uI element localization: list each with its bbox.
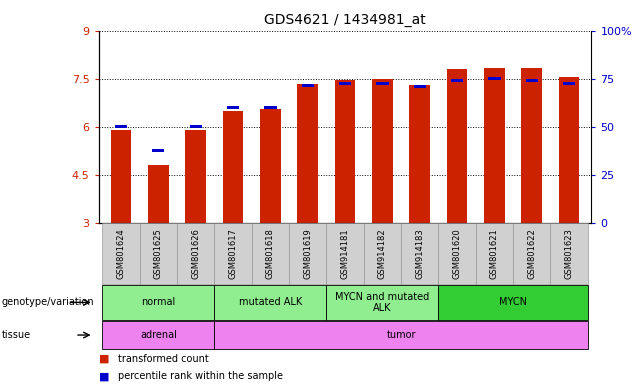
Text: GSM801622: GSM801622 bbox=[527, 228, 536, 279]
Bar bbox=[339, 82, 351, 85]
Bar bbox=[214, 223, 252, 284]
Bar bbox=[550, 223, 588, 284]
Bar bbox=[335, 80, 356, 223]
Text: ■: ■ bbox=[99, 354, 109, 364]
Bar bbox=[223, 111, 244, 223]
Text: MYCN: MYCN bbox=[499, 297, 527, 308]
Text: transformed count: transformed count bbox=[118, 354, 209, 364]
Text: MYCN and mutated
ALK: MYCN and mutated ALK bbox=[335, 291, 429, 313]
Text: GSM801621: GSM801621 bbox=[490, 228, 499, 279]
Text: GSM801625: GSM801625 bbox=[154, 228, 163, 279]
Text: GSM801623: GSM801623 bbox=[565, 228, 574, 279]
Bar bbox=[410, 85, 430, 223]
Text: GSM914182: GSM914182 bbox=[378, 228, 387, 279]
Bar bbox=[115, 125, 127, 128]
Bar bbox=[438, 285, 588, 320]
Bar bbox=[289, 223, 326, 284]
Text: GSM914183: GSM914183 bbox=[415, 228, 424, 279]
Bar bbox=[260, 109, 280, 223]
Text: tissue: tissue bbox=[1, 330, 31, 340]
Text: GSM801618: GSM801618 bbox=[266, 228, 275, 279]
Bar bbox=[102, 223, 140, 284]
Title: GDS4621 / 1434981_at: GDS4621 / 1434981_at bbox=[264, 13, 426, 27]
Bar bbox=[438, 223, 476, 284]
Bar bbox=[111, 130, 131, 223]
Bar bbox=[488, 77, 501, 80]
Text: adrenal: adrenal bbox=[140, 330, 177, 340]
Text: GSM801626: GSM801626 bbox=[191, 228, 200, 279]
Bar bbox=[301, 84, 314, 87]
Bar bbox=[484, 68, 504, 223]
Bar bbox=[186, 130, 206, 223]
Bar bbox=[214, 321, 588, 349]
Text: GSM801619: GSM801619 bbox=[303, 228, 312, 279]
Bar bbox=[140, 223, 177, 284]
Text: percentile rank within the sample: percentile rank within the sample bbox=[118, 371, 282, 381]
Bar bbox=[401, 223, 438, 284]
Bar bbox=[326, 285, 438, 320]
Bar bbox=[227, 106, 239, 109]
Bar bbox=[190, 125, 202, 128]
Bar bbox=[476, 223, 513, 284]
Text: mutated ALK: mutated ALK bbox=[238, 297, 302, 308]
Text: GSM801617: GSM801617 bbox=[228, 228, 237, 279]
Bar bbox=[446, 69, 467, 223]
Text: ■: ■ bbox=[99, 371, 109, 381]
Bar bbox=[364, 223, 401, 284]
Text: genotype/variation: genotype/variation bbox=[1, 297, 94, 308]
Text: normal: normal bbox=[141, 297, 176, 308]
Text: tumor: tumor bbox=[386, 330, 416, 340]
Bar bbox=[377, 82, 389, 85]
Bar bbox=[264, 106, 277, 109]
Bar bbox=[148, 165, 169, 223]
Bar bbox=[214, 285, 326, 320]
Bar bbox=[102, 321, 214, 349]
Bar bbox=[326, 223, 364, 284]
Bar bbox=[513, 223, 550, 284]
Bar bbox=[152, 149, 165, 152]
Bar bbox=[372, 79, 392, 223]
Bar bbox=[252, 223, 289, 284]
Bar bbox=[413, 85, 426, 88]
Bar bbox=[559, 77, 579, 223]
Text: GSM801620: GSM801620 bbox=[453, 228, 462, 279]
Bar bbox=[525, 79, 538, 82]
Bar bbox=[177, 223, 214, 284]
Bar bbox=[102, 285, 214, 320]
Text: GSM914181: GSM914181 bbox=[340, 228, 350, 279]
Bar bbox=[563, 82, 575, 85]
Bar bbox=[298, 84, 318, 223]
Bar bbox=[522, 68, 542, 223]
Bar bbox=[451, 79, 463, 82]
Text: GSM801624: GSM801624 bbox=[116, 228, 125, 279]
